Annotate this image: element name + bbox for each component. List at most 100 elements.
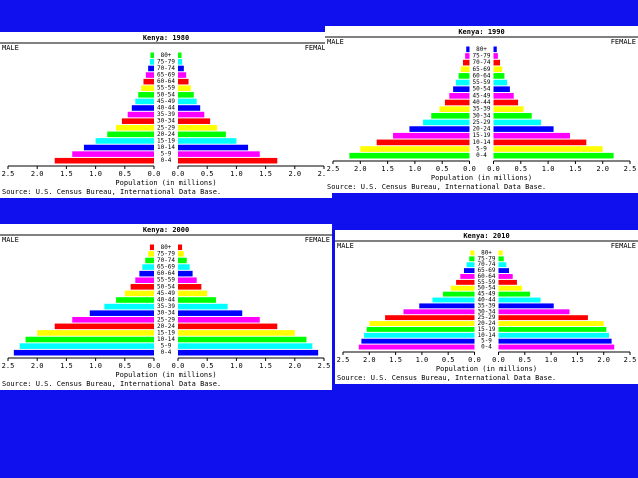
x-tick-label: 1.5 — [259, 362, 272, 370]
x-tick-label: 1.5 — [60, 170, 73, 178]
male-bar — [439, 106, 470, 112]
female-bar — [498, 274, 513, 279]
x-tick-label: 1.5 — [381, 165, 394, 173]
x-tick-label: 0.0 — [148, 362, 161, 370]
female-bar — [178, 244, 183, 251]
age-label: 0-4 — [161, 349, 172, 356]
pyramid-chart: Kenya: 2010 MALE FEMALE 0-45-910-1415-1920-… — [335, 230, 638, 384]
age-label: 25-29 — [477, 314, 495, 321]
age-label: 40-44 — [157, 297, 175, 304]
male-bar — [121, 118, 154, 124]
age-label: 70-74 — [472, 59, 490, 66]
male-bar — [127, 111, 154, 118]
female-bar — [498, 250, 503, 256]
age-label: 80+ — [476, 46, 487, 53]
female-bar — [493, 152, 614, 159]
female-bar — [178, 264, 190, 270]
male-bar — [455, 79, 470, 86]
age-label: 55-59 — [157, 85, 175, 92]
male-bar — [25, 336, 154, 343]
male-bar — [444, 99, 470, 106]
female-bar — [493, 99, 519, 106]
age-label: 35-39 — [157, 303, 175, 310]
age-label: 40-44 — [472, 99, 490, 106]
female-bar — [493, 146, 603, 152]
x-tick-label: 2.5 — [624, 165, 637, 173]
male-bar — [138, 92, 154, 98]
age-label: 10-14 — [157, 336, 175, 343]
x-tick-label: 2.0 — [363, 356, 376, 364]
age-label: 20-24 — [157, 323, 175, 330]
female-bar — [498, 309, 570, 315]
x-tick-label: 2.5 — [2, 170, 15, 178]
chart-title: Kenya: 2010 — [463, 232, 509, 240]
male-bar — [460, 66, 470, 73]
male-bar — [95, 138, 154, 144]
age-label: 0-4 — [476, 152, 487, 159]
age-label: 60-64 — [472, 72, 490, 79]
female-bar — [493, 66, 503, 73]
male-bar — [13, 349, 155, 356]
female-bar — [498, 262, 507, 268]
age-label: 80+ — [161, 244, 172, 251]
x-tick-label: 2.0 — [31, 170, 44, 178]
female-bar — [498, 315, 588, 321]
age-label: 80+ — [481, 249, 492, 256]
male-bar — [83, 144, 154, 151]
female-bar — [178, 111, 205, 118]
chart-title: Kenya: 1990 — [458, 28, 504, 36]
legend-male: MALE — [2, 236, 19, 244]
x-axis-label: Population (in millions) — [431, 174, 532, 182]
legend-female: FEMALE — [305, 44, 330, 52]
female-bar — [498, 303, 554, 309]
age-label: 65-69 — [477, 267, 495, 274]
female-bar — [493, 86, 510, 93]
x-tick-label: 1.5 — [60, 362, 73, 370]
x-tick-label: 2.5 — [624, 356, 637, 364]
legend-male: MALE — [2, 44, 19, 52]
male-bar — [466, 46, 470, 53]
male-bar — [423, 119, 470, 126]
female-bar — [493, 46, 497, 53]
x-tick-label: 2.5 — [337, 356, 350, 364]
x-tick-label: 2.0 — [31, 362, 44, 370]
female-bar — [178, 290, 208, 297]
female-bar — [178, 316, 260, 323]
age-label: 10-14 — [157, 144, 175, 151]
female-bar — [493, 119, 542, 126]
age-label: 75-79 — [157, 250, 175, 257]
female-bar — [178, 65, 184, 72]
x-tick-label: 1.0 — [416, 356, 429, 364]
age-label: 15-19 — [472, 132, 490, 139]
age-label: 75-79 — [477, 255, 495, 262]
male-bar — [469, 256, 475, 262]
x-tick-label: 1.5 — [571, 356, 584, 364]
male-bar — [409, 126, 470, 132]
female-bar — [498, 338, 612, 344]
female-bar — [493, 73, 505, 79]
age-label: 65-69 — [472, 66, 490, 73]
female-bar — [493, 79, 508, 86]
age-label: 50-54 — [472, 86, 490, 93]
male-bar — [453, 86, 470, 93]
age-label: 25-29 — [157, 316, 175, 323]
male-bar — [360, 146, 470, 152]
female-bar — [498, 279, 517, 285]
age-label: 70-74 — [477, 261, 495, 268]
source-note: Source: U.S. Census Bureau, Internationa… — [2, 188, 221, 196]
age-label: 70-74 — [157, 257, 175, 264]
legend-female: FEMALE — [305, 236, 330, 244]
male-bar — [456, 279, 475, 285]
age-label: 5-9 — [476, 146, 487, 153]
age-label: 65-69 — [157, 72, 175, 79]
x-tick-label: 0.0 — [172, 362, 185, 370]
age-label: 75-79 — [472, 52, 490, 59]
age-label: 30-34 — [157, 310, 175, 317]
male-bar — [358, 344, 475, 350]
female-bar — [178, 157, 278, 164]
age-label: 75-79 — [157, 58, 175, 65]
age-label: 20-24 — [477, 320, 495, 327]
female-bar — [493, 139, 587, 146]
x-axis-label: Population (in millions) — [115, 179, 216, 187]
